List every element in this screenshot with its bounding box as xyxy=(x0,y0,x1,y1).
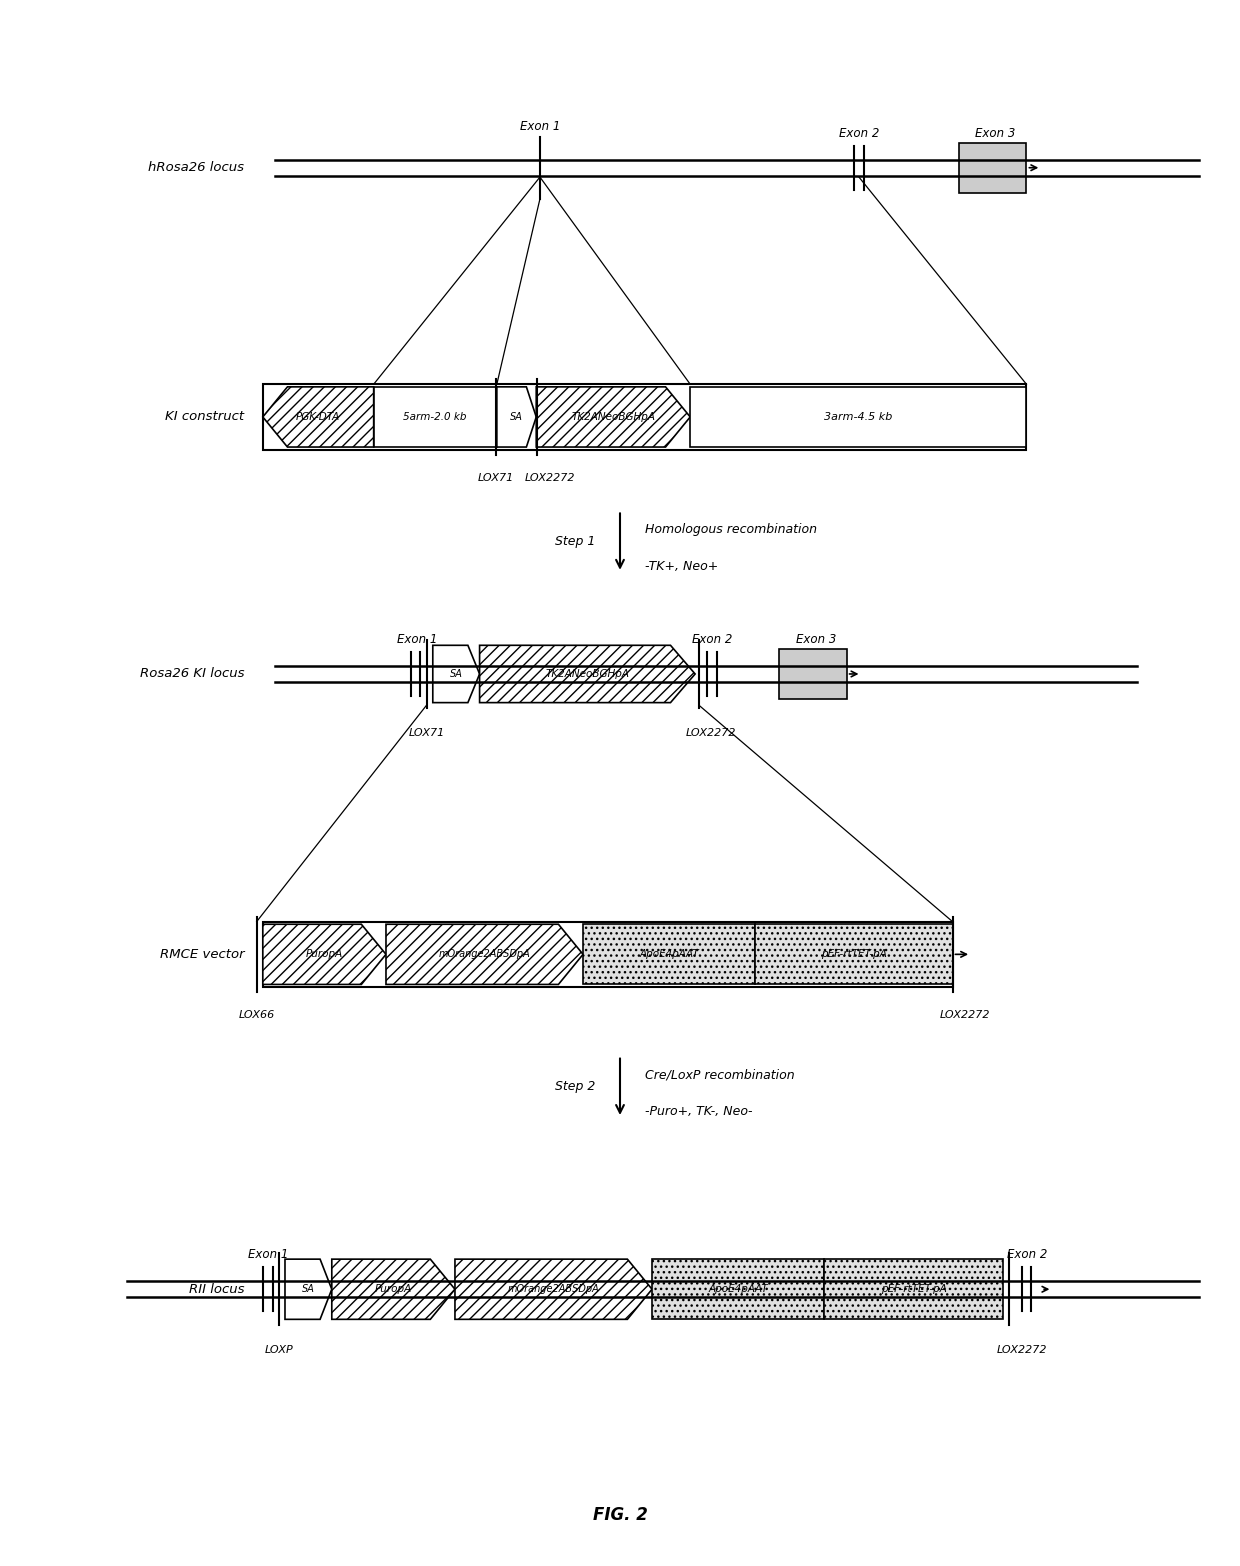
Text: pEF-rtTET-pA: pEF-rtTET-pA xyxy=(821,949,887,960)
Text: Step 1: Step 1 xyxy=(556,536,595,548)
Bar xyxy=(373,387,497,446)
Polygon shape xyxy=(480,645,696,703)
Bar xyxy=(779,648,847,698)
Text: Exon 1: Exon 1 xyxy=(397,633,436,645)
Text: RMCE vector: RMCE vector xyxy=(160,947,244,962)
Text: Exon 2: Exon 2 xyxy=(692,633,733,645)
Text: LOXP: LOXP xyxy=(264,1345,293,1355)
Text: Step 2: Step 2 xyxy=(556,1081,595,1093)
Text: LOX2272: LOX2272 xyxy=(996,1345,1047,1355)
Text: LOX71: LOX71 xyxy=(477,473,513,482)
Text: FIG. 2: FIG. 2 xyxy=(593,1506,647,1524)
Text: LOX66: LOX66 xyxy=(238,1010,275,1021)
Text: pEF-rtTET-pA: pEF-rtTET-pA xyxy=(880,1284,946,1294)
Bar xyxy=(583,924,755,985)
Text: LOX2272: LOX2272 xyxy=(686,728,737,739)
Polygon shape xyxy=(332,1259,455,1319)
Text: 5arm-2.0 kb: 5arm-2.0 kb xyxy=(403,412,467,421)
Polygon shape xyxy=(455,1259,652,1319)
Text: 3arm-4.5 kb: 3arm-4.5 kb xyxy=(825,412,893,421)
Bar xyxy=(959,143,1027,193)
Bar xyxy=(755,924,952,985)
Polygon shape xyxy=(263,387,373,446)
Text: SA: SA xyxy=(450,669,463,680)
Text: KI construct: KI construct xyxy=(165,410,244,423)
Text: PuropA: PuropA xyxy=(306,949,343,960)
Text: SA: SA xyxy=(303,1284,315,1294)
Polygon shape xyxy=(263,924,386,985)
Text: PGK-DTA: PGK-DTA xyxy=(296,412,340,421)
Text: hRosa26 locus: hRosa26 locus xyxy=(149,161,244,174)
Text: Exon 2: Exon 2 xyxy=(838,127,879,139)
Polygon shape xyxy=(433,645,480,703)
Text: LOX71: LOX71 xyxy=(408,728,445,739)
Text: PuropA: PuropA xyxy=(374,1284,412,1294)
Text: -Puro+, TK-, Neo-: -Puro+, TK-, Neo- xyxy=(645,1106,753,1118)
Text: Rosa26 KI locus: Rosa26 KI locus xyxy=(140,667,244,681)
Bar xyxy=(691,387,1027,446)
Text: SA: SA xyxy=(510,412,523,421)
Text: LOX2272: LOX2272 xyxy=(525,473,575,482)
Text: -TK+, Neo+: -TK+, Neo+ xyxy=(645,561,718,573)
Text: Exon 1: Exon 1 xyxy=(520,121,560,133)
Polygon shape xyxy=(497,387,536,446)
Text: Cre/LoxP recombination: Cre/LoxP recombination xyxy=(645,1068,795,1081)
Text: Homologous recombination: Homologous recombination xyxy=(645,523,817,536)
Text: Exon 3: Exon 3 xyxy=(796,633,836,645)
Text: mOrange2ABSDpA: mOrange2ABSDpA xyxy=(507,1284,599,1294)
Text: Exon 3: Exon 3 xyxy=(976,127,1016,139)
Bar xyxy=(825,1259,1003,1319)
Text: Exon 2: Exon 2 xyxy=(1007,1248,1048,1261)
Polygon shape xyxy=(386,924,583,985)
Text: TK2ANeoBGHpA: TK2ANeoBGHpA xyxy=(546,669,630,680)
Text: TK2ANeoBGHpA: TK2ANeoBGHpA xyxy=(572,412,655,421)
Text: ApoE4pAAT: ApoE4pAAT xyxy=(640,949,699,960)
Bar xyxy=(263,922,952,987)
Text: ApoE4pAAT: ApoE4pAAT xyxy=(708,1284,768,1294)
Text: mOrange2ABSDpA: mOrange2ABSDpA xyxy=(439,949,531,960)
Bar xyxy=(263,384,1027,449)
Text: LOX2272: LOX2272 xyxy=(940,1010,990,1021)
Polygon shape xyxy=(285,1259,332,1319)
Text: Exon 1: Exon 1 xyxy=(248,1248,288,1261)
Text: RII locus: RII locus xyxy=(188,1283,244,1295)
Bar xyxy=(652,1259,825,1319)
Polygon shape xyxy=(536,387,691,446)
